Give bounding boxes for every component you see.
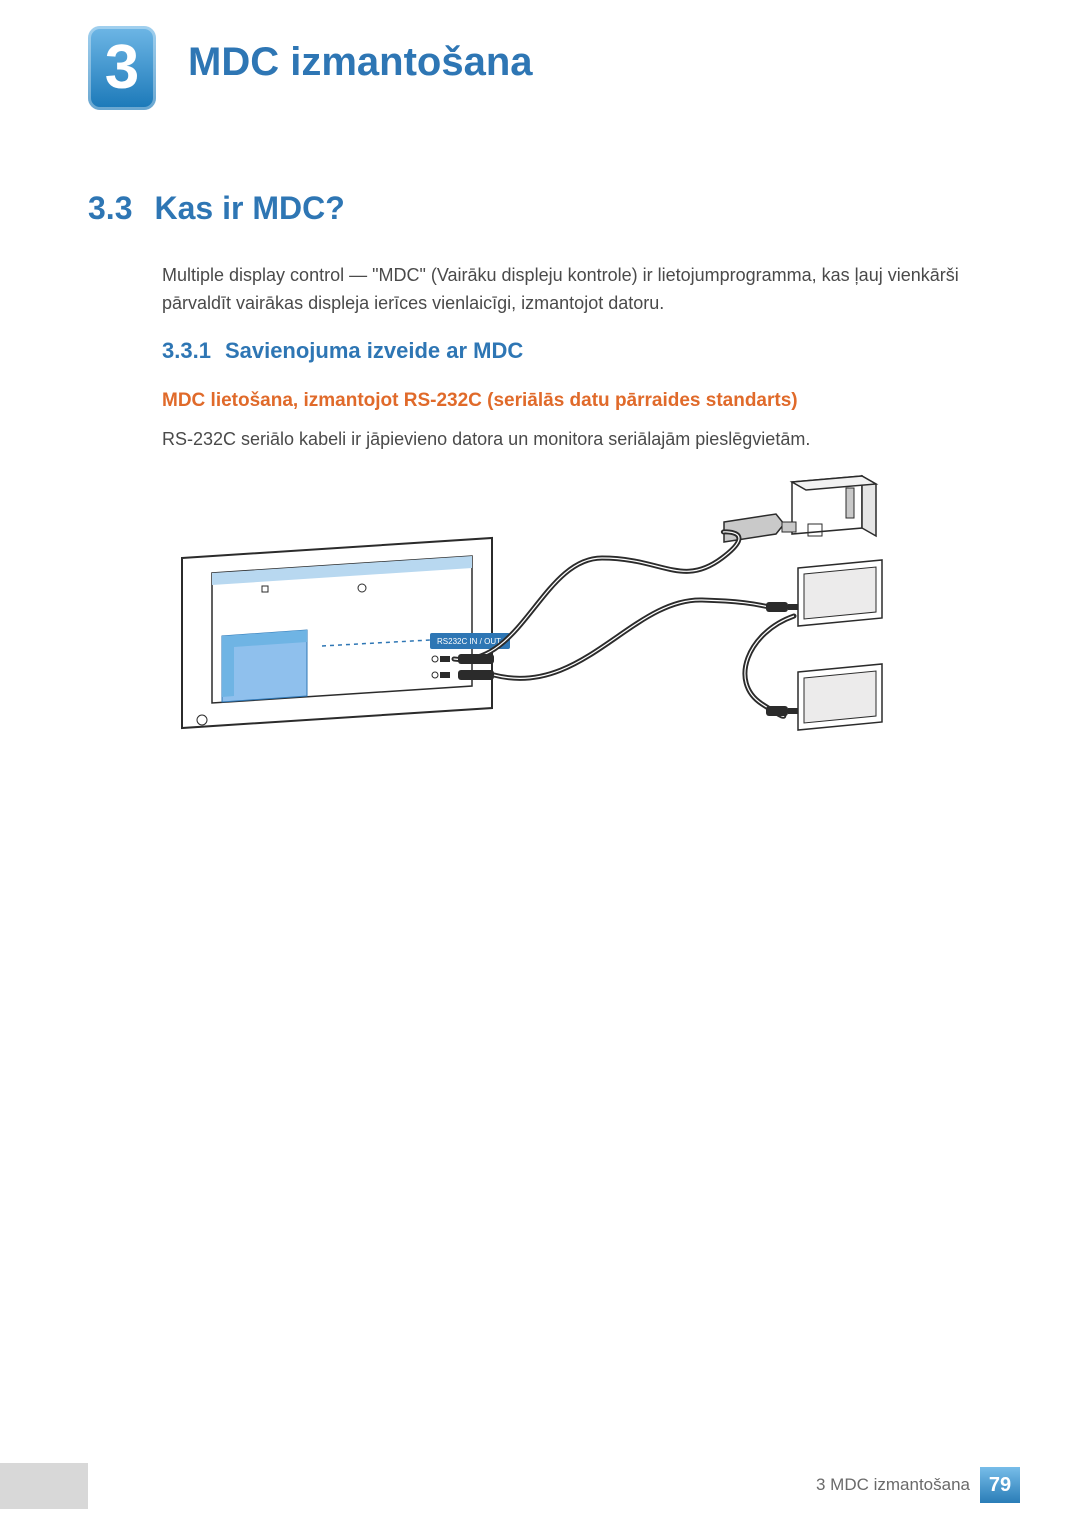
page-footer: 3 MDC izmantošana 79 — [816, 1467, 1020, 1503]
diagram-svg: RS232C IN / OUT — [162, 468, 888, 788]
chapter-title: MDC izmantošana — [188, 40, 533, 85]
manual-page: 3 MDC izmantošana 3.3 Kas ir MDC? Multip… — [0, 0, 1080, 1527]
inline-heading: MDC lietošana, izmantojot RS-232C (seriā… — [162, 390, 798, 412]
small-monitor-2 — [780, 664, 882, 730]
subsection-heading: 3.3.1 Savienojuma izveide ar MDC — [162, 338, 523, 364]
chapter-badge: 3 — [88, 26, 156, 110]
subsection-number: 3.3.1 — [162, 338, 211, 364]
body-paragraph-1: Multiple display control — "MDC" (Vairāk… — [162, 262, 992, 318]
section-number: 3.3 — [88, 190, 132, 227]
section-title: Kas ir MDC? — [154, 190, 344, 227]
side-tab — [0, 1463, 88, 1509]
main-display: RS232C IN / OUT — [182, 538, 510, 728]
footer-label: 3 MDC izmantošana — [816, 1475, 970, 1495]
pc-tower — [792, 476, 876, 536]
subsection-title: Savienojuma izveide ar MDC — [225, 338, 523, 364]
page-number: 79 — [980, 1467, 1020, 1503]
port-label: RS232C IN / OUT — [437, 637, 501, 646]
body-paragraph-2: RS-232C seriālo kabeli ir jāpievieno dat… — [162, 426, 992, 454]
chapter-number: 3 — [105, 37, 139, 99]
section-heading: 3.3 Kas ir MDC? — [88, 190, 345, 227]
connection-diagram: RS232C IN / OUT — [162, 468, 888, 788]
